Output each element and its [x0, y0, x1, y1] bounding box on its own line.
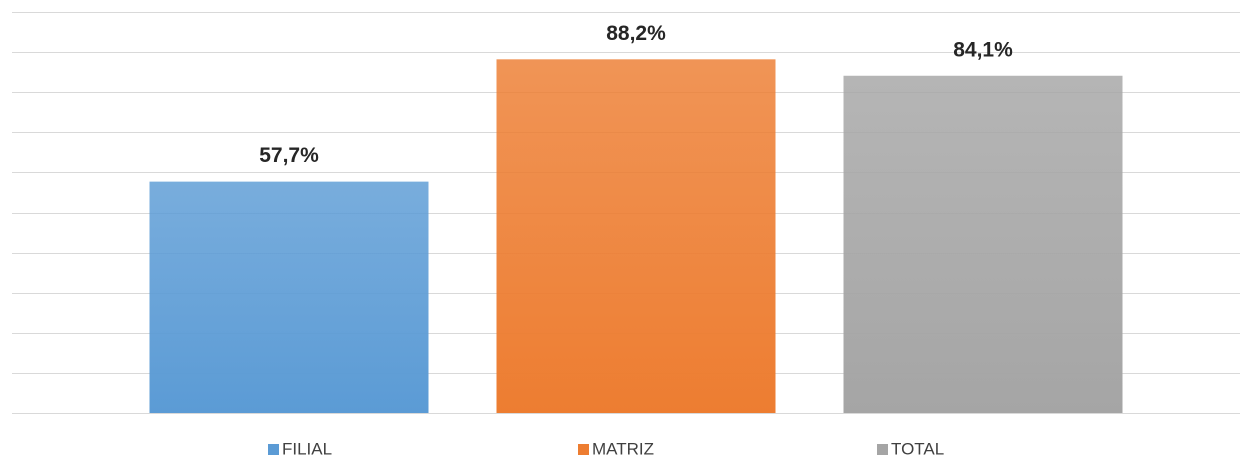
value-label: 57,7% — [259, 144, 319, 167]
legend-label: TOTAL — [891, 439, 944, 458]
bar — [496, 59, 776, 414]
value-label: 88,2% — [606, 22, 666, 45]
bar — [149, 181, 429, 413]
legend-label: FILIAL — [282, 439, 332, 458]
bar — [843, 75, 1123, 413]
legend-swatch — [268, 444, 279, 455]
legend-swatch — [578, 444, 589, 455]
legend-swatch — [877, 444, 888, 455]
value-label: 84,1% — [953, 38, 1013, 61]
legend-label: MATRIZ — [592, 439, 654, 458]
